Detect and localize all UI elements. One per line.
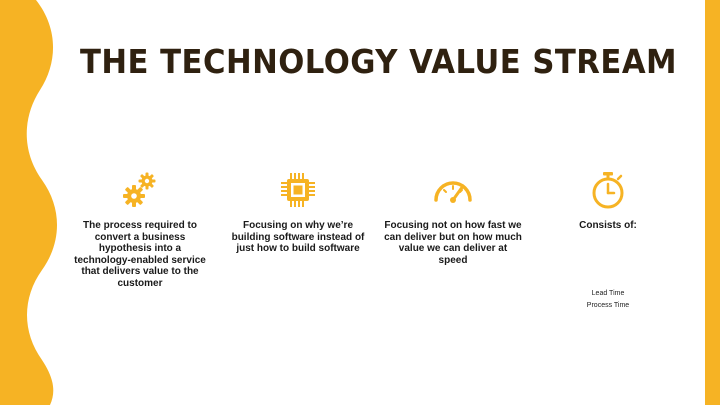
stopwatch-icon xyxy=(592,172,624,209)
consists-sub-list: Lead Time Process Time xyxy=(538,288,678,312)
sub-item-lead-time: Lead Time xyxy=(591,289,625,297)
column-why: Focusing on why we’re building software … xyxy=(228,170,368,255)
processor-chip-icon xyxy=(281,173,315,207)
right-accent-bar xyxy=(705,0,720,405)
gears-icon xyxy=(123,172,156,207)
left-wave-decoration xyxy=(0,0,57,405)
sub-item-process-time: Process Time xyxy=(586,301,630,309)
speedometer-icon xyxy=(434,181,472,203)
column-why-text: Focusing on why we’re building software … xyxy=(231,220,365,254)
column-process: The process required to convert a busine… xyxy=(70,170,210,289)
column-value-text: Focusing not on how fast we can deliver … xyxy=(384,220,522,266)
column-consists-text: Consists of: xyxy=(579,220,637,231)
column-consists: Consists of: Lead Time Process Time xyxy=(538,170,678,312)
slide-title: THE TECHNOLOGY VALUE STREAM xyxy=(80,42,678,81)
column-value: Focusing not on how fast we can deliver … xyxy=(383,170,523,266)
column-process-text: The process required to convert a busine… xyxy=(74,220,206,289)
